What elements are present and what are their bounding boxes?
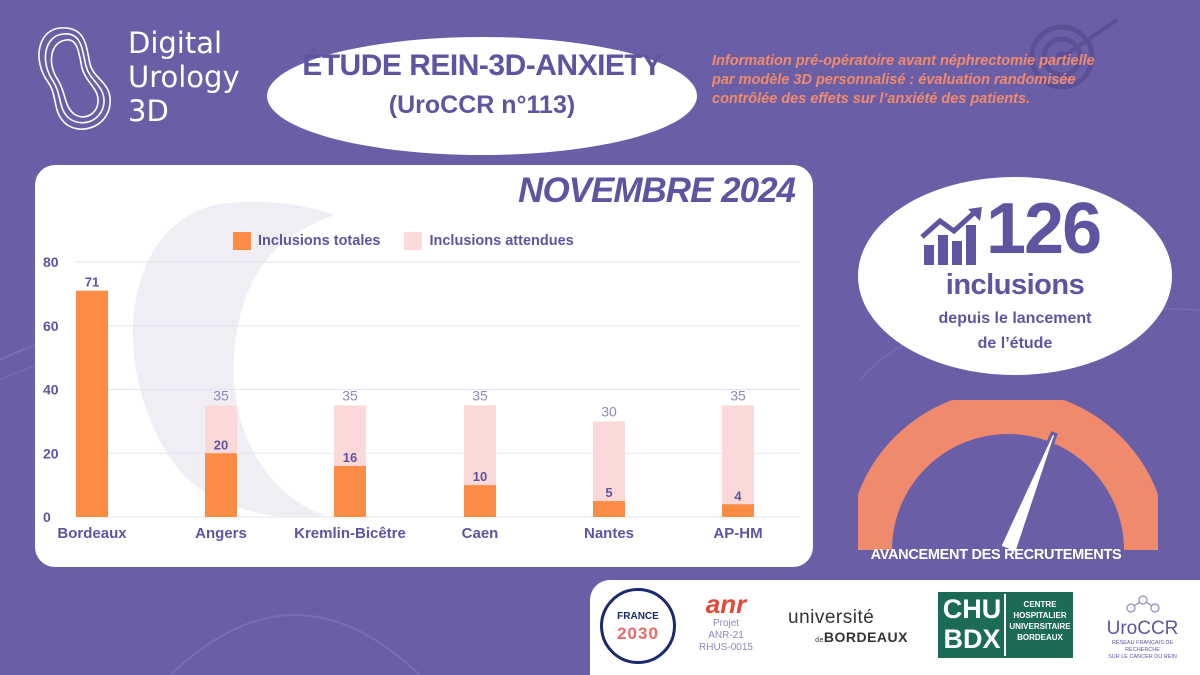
study-title: ÉTUDE REIN-3D-ANXIETY xyxy=(302,49,662,82)
y-tick-label: 80 xyxy=(43,254,59,270)
data-label-expected: 35 xyxy=(730,387,746,403)
ubx-line-1: université xyxy=(788,607,875,628)
study-subtitle: (UroCCR n°113) xyxy=(388,91,576,119)
watermark-shape xyxy=(132,201,335,518)
bar-total xyxy=(722,504,754,517)
inclusions-subtitle-2: de l’étude xyxy=(977,335,1053,352)
y-tick-label: 40 xyxy=(43,382,59,398)
category-label: Kremlin-Bicêtre xyxy=(294,525,406,542)
france2030-line-1: FRANCE xyxy=(617,611,659,622)
universite-bordeaux-logo: université deBORDEAUX xyxy=(788,607,908,645)
logo-wordmark: Digital Urology 3D xyxy=(128,26,240,128)
target-icon xyxy=(1029,18,1119,90)
legend-label-total: Inclusions totales xyxy=(258,233,381,249)
data-label-expected: 35 xyxy=(472,387,488,403)
study-description: Information pré-opératoire avant néphrec… xyxy=(712,52,1182,109)
recruitment-gauge xyxy=(858,400,1158,556)
digital-urology-logo: Digital Urology 3D xyxy=(30,20,270,135)
description-line-2: par modèle 3D personnalisé : évaluation … xyxy=(712,72,1076,88)
chart-title: NOVEMBRE 2024 xyxy=(518,171,796,210)
bar-expected xyxy=(722,405,754,517)
uroccr-tag-1: RÉSEAU FRANÇAIS DE RECHERCHE xyxy=(1111,640,1174,653)
anr-logo: anr Projet ANR-21 RHUS-0015 xyxy=(696,590,756,654)
y-tick-label: 0 xyxy=(43,509,51,525)
category-label: Nantes xyxy=(584,525,634,542)
legend-label-expected: Inclusions attendues xyxy=(429,233,574,249)
logo-line-3: 3D xyxy=(128,94,169,128)
y-tick-label: 20 xyxy=(43,445,59,461)
chart-panel: 0 20 40 60 80 71 Bordeaux 35 20 Angers 35 16 Kremlin… xyxy=(35,165,813,567)
study-title-oval: ÉTUDE REIN-3D-ANXIETY (UroCCR n°113) xyxy=(267,37,697,155)
anr-line-3: RHUS-0015 xyxy=(699,642,753,653)
speedometer-needle-icon xyxy=(997,431,1058,556)
anr-name: anr xyxy=(705,589,747,619)
growth-chart-icon xyxy=(920,207,982,265)
ubx-bordeaux: BORDEAUX xyxy=(823,629,908,645)
bar-total xyxy=(205,453,237,517)
chu-text: CENTRE HOSPITALIER UNIVERSITAIRE BORDEAU… xyxy=(1008,599,1072,643)
bar-total xyxy=(464,485,496,517)
legend-swatch-expected xyxy=(404,232,423,250)
inclusions-subtitle-1: depuis le lancement xyxy=(938,310,1092,327)
chu-r4: BORDEAUX xyxy=(1017,633,1063,642)
y-tick-label: 60 xyxy=(43,318,59,334)
inclusions-bubble: 126 inclusions depuis le lancement de l’… xyxy=(858,177,1172,375)
chart-legend: Inclusions totales Inclusions attendues xyxy=(233,232,574,250)
category-label: Bordeaux xyxy=(57,525,127,542)
description-line-1: Information pré-opératoire avant néphrec… xyxy=(712,53,1095,69)
data-label-expected: 30 xyxy=(601,403,617,419)
gauge-arc xyxy=(858,400,1158,551)
bar-total xyxy=(334,466,366,517)
chu-line-1: CHU xyxy=(942,594,1002,624)
anr-line-2: ANR-21 xyxy=(708,630,744,641)
ubx-line-2: deBORDEAUX xyxy=(788,629,908,645)
bar-total xyxy=(76,290,108,517)
partner-logos: FRANCE 2030 anr Projet ANR-21 RHUS-0015 … xyxy=(590,580,1200,675)
legend-swatch-total xyxy=(233,232,251,250)
data-label-total: 5 xyxy=(605,485,612,500)
category-label: AP-HM xyxy=(713,525,762,542)
data-label-total: 16 xyxy=(343,450,357,465)
uroccr-logo: UroCCR RÉSEAU FRANÇAIS DE RECHERCHE SUR … xyxy=(1095,594,1190,661)
uroccr-name: UroCCR xyxy=(1106,618,1179,639)
data-label-expected: 35 xyxy=(213,387,229,403)
chu-r3: UNIVERSITAIRE xyxy=(1009,622,1071,631)
data-label-total: 20 xyxy=(214,437,228,452)
category-label: Angers xyxy=(195,525,247,542)
data-label-total: 71 xyxy=(85,275,99,290)
ubx-de: de xyxy=(815,637,824,644)
bar-chart: 0 20 40 60 80 71 Bordeaux 35 20 Angers 35 16 Kremlin… xyxy=(43,201,800,542)
kidney-logo-icon xyxy=(38,27,111,130)
chu-bordeaux-logo: CHU BDX CENTRE HOSPITALIER UNIVERSITAIRE… xyxy=(938,592,1073,658)
inclusions-label: inclusions xyxy=(945,269,1085,301)
bar-total xyxy=(593,501,625,517)
chu-line-2: BDX xyxy=(943,624,1001,654)
chu-r1: CENTRE xyxy=(1023,600,1057,609)
uroccr-tag-2: SUR LE CANCER DU REIN xyxy=(1108,654,1177,660)
category-label: Caen xyxy=(462,525,499,542)
france-2030-logo: FRANCE 2030 xyxy=(600,588,676,664)
data-label-expected: 35 xyxy=(342,387,358,403)
molecule-icon xyxy=(1126,595,1160,613)
data-label-total: 10 xyxy=(473,469,487,484)
data-label-total: 4 xyxy=(734,488,742,503)
anr-line-1: Projet xyxy=(712,618,740,629)
france2030-line-2: 2030 xyxy=(617,624,659,643)
gauge-label: AVANCEMENT DES RECRUTEMENTS xyxy=(870,547,1122,563)
chu-mark: CHU BDX xyxy=(940,594,1006,656)
description-line-3: contrôlée des effets sur l’anxiété des p… xyxy=(712,91,1031,107)
legend-item-total: Inclusions totales xyxy=(233,232,380,250)
chu-r2: HOSPITALIER xyxy=(1013,611,1067,620)
logo-line-1: Digital xyxy=(128,26,223,60)
inclusions-count: 126 xyxy=(986,189,1102,269)
logo-line-2: Urology xyxy=(128,60,240,94)
legend-item-expected: Inclusions attendues xyxy=(404,232,574,250)
